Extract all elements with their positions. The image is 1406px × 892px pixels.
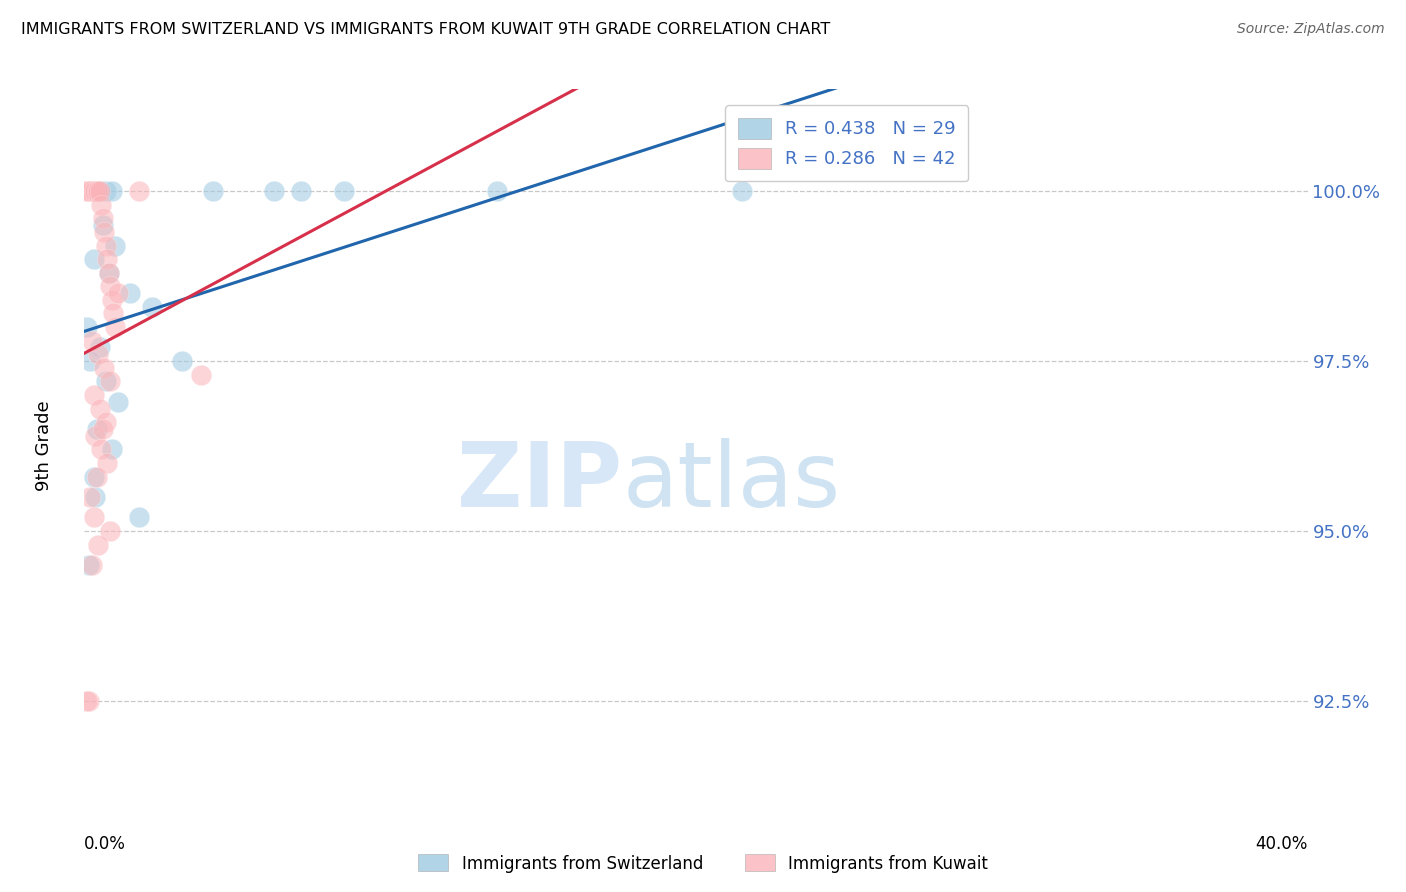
Point xyxy=(86,184,108,198)
Point xyxy=(90,198,112,212)
Point xyxy=(107,286,129,301)
Point xyxy=(91,211,114,226)
Point xyxy=(290,184,312,198)
Point xyxy=(97,266,120,280)
Point xyxy=(104,320,127,334)
Point xyxy=(77,558,100,572)
Point xyxy=(107,394,129,409)
Text: IMMIGRANTS FROM SWITZERLAND VS IMMIGRANTS FROM KUWAIT 9TH GRADE CORRELATION CHAR: IMMIGRANTS FROM SWITZERLAND VS IMMIGRANT… xyxy=(21,22,831,37)
Point xyxy=(86,469,108,483)
Point xyxy=(79,184,101,198)
Point xyxy=(94,238,117,252)
Point xyxy=(86,422,108,436)
Point xyxy=(83,469,105,483)
Point xyxy=(91,218,114,232)
Point xyxy=(76,694,98,708)
Point xyxy=(79,354,101,368)
Point xyxy=(89,184,111,198)
Point xyxy=(76,184,98,198)
Point xyxy=(80,558,103,572)
Point xyxy=(83,252,105,266)
Point xyxy=(87,347,110,361)
Point xyxy=(103,306,125,320)
Point xyxy=(128,510,150,524)
Legend: Immigrants from Switzerland, Immigrants from Kuwait: Immigrants from Switzerland, Immigrants … xyxy=(412,847,994,880)
Point xyxy=(101,184,124,198)
Point xyxy=(101,293,124,307)
Point xyxy=(84,429,107,443)
Point xyxy=(96,456,118,470)
Point xyxy=(98,279,121,293)
Point xyxy=(83,388,105,402)
Point xyxy=(94,184,117,198)
Legend: R = 0.438   N = 29, R = 0.286   N = 42: R = 0.438 N = 29, R = 0.286 N = 42 xyxy=(725,105,969,181)
Point xyxy=(80,334,103,348)
Point xyxy=(93,360,115,375)
Point xyxy=(731,184,754,198)
Point xyxy=(141,300,163,314)
Point xyxy=(98,375,121,389)
Point xyxy=(101,442,124,457)
Point xyxy=(104,238,127,252)
Point xyxy=(77,184,100,198)
Point xyxy=(201,184,224,198)
Point xyxy=(89,341,111,355)
Point xyxy=(84,490,107,504)
Point xyxy=(98,524,121,538)
Point xyxy=(190,368,212,382)
Text: 40.0%: 40.0% xyxy=(1256,835,1308,853)
Point xyxy=(333,184,356,198)
Text: 9th Grade: 9th Grade xyxy=(35,401,53,491)
Point xyxy=(172,354,194,368)
Point xyxy=(77,694,100,708)
Point xyxy=(76,320,98,334)
Point xyxy=(90,442,112,457)
Point xyxy=(120,286,142,301)
Point xyxy=(89,401,111,416)
Point xyxy=(86,184,108,198)
Text: 0.0%: 0.0% xyxy=(84,835,127,853)
Point xyxy=(486,184,509,198)
Point xyxy=(79,184,101,198)
Point xyxy=(87,537,110,551)
Point xyxy=(263,184,285,198)
Point xyxy=(83,510,105,524)
Point xyxy=(80,184,103,198)
Text: atlas: atlas xyxy=(623,438,841,525)
Point xyxy=(93,225,115,239)
Point xyxy=(94,375,117,389)
Point xyxy=(97,266,120,280)
Point xyxy=(84,184,107,198)
Point xyxy=(96,252,118,266)
Point xyxy=(75,184,97,198)
Point xyxy=(94,415,117,429)
Text: Source: ZipAtlas.com: Source: ZipAtlas.com xyxy=(1237,22,1385,37)
Text: ZIP: ZIP xyxy=(457,438,623,525)
Point xyxy=(128,184,150,198)
Point xyxy=(91,422,114,436)
Point xyxy=(79,490,101,504)
Point xyxy=(87,184,110,198)
Point xyxy=(83,184,105,198)
Point xyxy=(89,184,111,198)
